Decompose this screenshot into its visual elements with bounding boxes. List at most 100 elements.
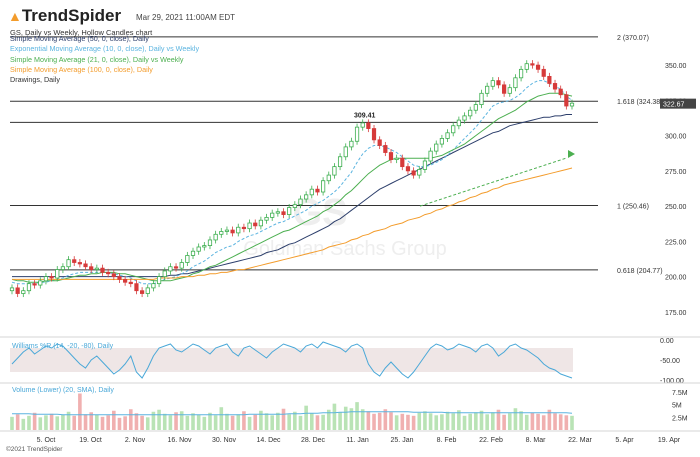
candle-body <box>383 145 388 153</box>
volume-bar <box>219 407 224 430</box>
candle-body <box>434 143 439 152</box>
volume-bar <box>541 415 546 430</box>
candle-body <box>219 231 224 235</box>
candle-body <box>558 88 563 96</box>
candle-body <box>496 80 501 86</box>
watermark-name: Goldman Sachs Group <box>243 238 446 260</box>
candle-body <box>83 263 88 268</box>
volume-bar <box>457 410 461 430</box>
volume-bar <box>338 412 342 430</box>
volume-bar <box>55 416 60 430</box>
williams-tick-label: -100.00 <box>660 378 684 385</box>
candle-body <box>162 270 167 278</box>
volume-bar <box>230 415 235 430</box>
candle-body <box>190 250 196 256</box>
x-tick-label: 22. Mar <box>568 437 592 444</box>
x-tick-label: 14. Dec <box>256 437 281 444</box>
volume-panel: Volume (Lower) (20, SMA), Daily 7.5M 5M 2.5… <box>0 382 700 430</box>
candle-body <box>530 63 535 66</box>
copyright: ©2021 TrendSpider <box>6 446 63 453</box>
candle-body <box>140 290 145 294</box>
candle-body <box>354 126 360 142</box>
volume-bar <box>349 408 354 430</box>
candle-body <box>264 216 269 221</box>
volume-bar <box>474 412 478 430</box>
williams-panel: Williams %R (14, -20, -80), Daily0.00-50… <box>0 336 700 385</box>
volume-bar <box>225 413 229 430</box>
volume-bar <box>27 415 31 430</box>
legend-item: Simple Moving Average (50, 0, close), Da… <box>10 34 149 43</box>
volume-bar <box>411 415 416 430</box>
volume-bar <box>445 411 450 430</box>
candle-body <box>185 255 190 263</box>
volume-bar <box>428 413 433 430</box>
candle-body <box>123 279 128 283</box>
volume-bar <box>168 415 173 430</box>
x-tick-label: 5. Oct <box>37 437 56 444</box>
volume-bar <box>259 410 263 430</box>
candle-body <box>479 92 484 105</box>
candle-body <box>202 245 207 248</box>
candle-body <box>411 170 416 176</box>
volume-bar <box>570 415 574 430</box>
trendspider-logo: ▲TrendSpider <box>8 6 121 26</box>
candle-body <box>541 68 546 77</box>
volume-bar <box>513 408 518 430</box>
fib-label: 1 (250.46) <box>617 203 649 210</box>
volume-bar <box>293 411 297 430</box>
candle-body <box>524 63 529 70</box>
volume-bar <box>202 416 207 430</box>
candle-body <box>507 87 512 94</box>
candle-body <box>230 229 235 234</box>
ma-line <box>12 167 573 280</box>
volume-bar <box>276 412 280 430</box>
candle-body <box>309 188 314 196</box>
candle-body <box>173 266 179 269</box>
volume-bar <box>32 412 37 430</box>
volume-bar <box>15 414 20 430</box>
volume-bar <box>315 415 320 430</box>
candle-body <box>236 226 241 234</box>
price-axis: 350.00325.00300.00275.00250.00225.00200.… <box>660 63 696 317</box>
price-annotation: 309.41 <box>354 112 376 119</box>
candle-body <box>321 180 326 193</box>
x-tick-label: 8. Mar <box>526 437 547 444</box>
volume-bar <box>553 413 557 430</box>
volume-bar <box>100 416 105 430</box>
volume-bar <box>462 415 467 430</box>
volume-bar <box>536 413 540 430</box>
x-tick-label: 16. Nov <box>167 437 192 444</box>
volume-bar <box>151 411 156 430</box>
candle-body <box>298 198 303 206</box>
volume-bar <box>491 412 495 430</box>
volume-bar <box>360 409 365 430</box>
chart-header: ▲TrendSpider Mar 29, 2021 11:00AM EDT <box>0 0 700 30</box>
candle-body <box>258 219 263 227</box>
candle-body <box>134 283 139 292</box>
volume-bar <box>389 412 393 430</box>
volume-bar <box>564 415 569 430</box>
volume-bar <box>191 413 195 430</box>
price-tick-label: 275.00 <box>665 169 687 176</box>
candle-body <box>366 122 371 129</box>
candle-body <box>38 280 43 286</box>
volume-bar <box>383 409 388 430</box>
volume-bar <box>547 409 552 430</box>
candle-body <box>213 233 218 241</box>
volume-bar <box>213 415 218 430</box>
candle-body <box>485 85 490 94</box>
volume-bar <box>44 415 48 430</box>
price-tick-label: 250.00 <box>665 204 687 211</box>
volume-bar <box>417 412 422 430</box>
volume-bar <box>49 413 54 430</box>
volume-bar <box>281 408 286 430</box>
candle-body <box>360 122 365 128</box>
candle-body <box>21 290 26 294</box>
volume-bar <box>208 412 212 430</box>
candle-body <box>456 119 461 127</box>
volume-bar <box>72 415 77 430</box>
projection-line <box>419 157 567 207</box>
candle-body <box>106 271 111 275</box>
candle-body <box>337 156 343 168</box>
